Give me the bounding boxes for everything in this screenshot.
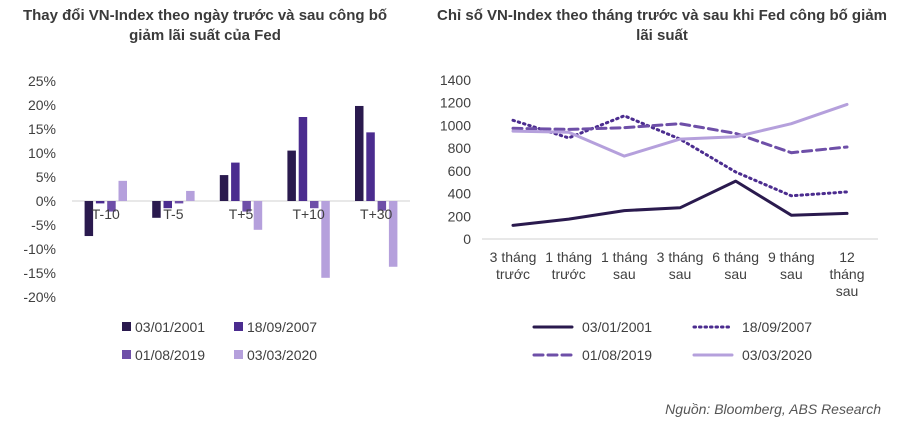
line-series-2	[511, 122, 849, 155]
bar-y-tick-label: -5%	[31, 217, 56, 233]
bar-t30-3	[388, 201, 398, 267]
line-category-label: 3 tháng trước	[490, 249, 537, 282]
bar-y-tick-label: 0%	[36, 193, 56, 209]
bar-y-tick-label: -10%	[23, 241, 56, 257]
bar-t5-0	[219, 175, 229, 201]
line-legend-label: 03/03/2020	[742, 347, 812, 363]
bar-t10-3	[321, 201, 330, 278]
bar-t10-0	[84, 201, 94, 237]
bar-legend-swatch	[234, 350, 243, 359]
bar-t5-0	[152, 201, 161, 218]
line-series-0	[511, 179, 849, 227]
bar-y-tick-label: 10%	[28, 145, 56, 161]
bar-category-label: T+5	[229, 206, 254, 222]
bar-category-label: T+30	[360, 206, 393, 222]
bar-legend-label: 03/03/2020	[247, 347, 317, 363]
bar-chart-title: Thay đổi VN-Index theo ngày trước và sau…	[22, 7, 388, 44]
bar-t10-0	[287, 150, 296, 201]
bar-t10-2	[310, 201, 319, 209]
bar-t10-3	[118, 180, 127, 201]
line-category-label: 3 tháng sau	[657, 249, 704, 282]
bar-t10-1	[298, 117, 308, 201]
bar-t10-2	[107, 201, 116, 212]
bar-t5-2	[242, 201, 251, 212]
bar-legend-swatch	[122, 322, 131, 331]
line-category-label: 6 tháng sau	[712, 249, 759, 282]
bar-t5-3	[186, 190, 195, 201]
bar-t5-2	[174, 201, 184, 204]
bar-category-label: T+10	[292, 206, 325, 222]
line-chart-title: Chỉ số VN-Index theo tháng trước và sau …	[437, 7, 887, 44]
bar-t5-3	[253, 201, 263, 230]
line-category-label: 1 tháng sau	[601, 249, 648, 282]
bar-t30-1	[366, 132, 375, 201]
bar-y-tick-label: 20%	[28, 97, 56, 113]
line-category-label: 12 tháng sau	[829, 249, 864, 299]
bar-y-tick-label: -15%	[23, 265, 56, 281]
line-y-tick-label: 600	[448, 163, 472, 179]
line-category-label: 9 tháng sau	[768, 249, 815, 282]
line-y-tick-label: 0	[463, 231, 471, 247]
bar-category-label: T-5	[163, 206, 183, 222]
bar-legend-label: 01/08/2019	[135, 347, 205, 363]
line-y-tick-label: 800	[448, 140, 472, 156]
bar-legend-label: 18/09/2007	[247, 319, 317, 335]
line-series-3	[511, 102, 849, 158]
line-legend-label: 01/08/2019	[582, 347, 652, 363]
bar-legend-label: 03/01/2001	[135, 319, 205, 335]
bar-category-label: T-10	[92, 206, 120, 222]
bar-y-tick-label: -20%	[23, 289, 56, 305]
bar-t5-1	[231, 162, 240, 201]
line-y-tick-label: 1000	[440, 117, 471, 133]
bar-legend-swatch	[234, 322, 243, 331]
line-category-label: 1 tháng trước	[545, 249, 592, 282]
bar-y-tick-label: 25%	[28, 73, 56, 89]
line-legend-label: 03/01/2001	[582, 319, 652, 335]
source-note: Nguồn: Bloomberg, ABS Research	[665, 401, 881, 417]
bar-legend-swatch	[122, 350, 131, 359]
line-y-tick-label: 1200	[440, 95, 471, 111]
bar-t30-2	[377, 201, 387, 211]
bar-t10-1	[95, 201, 105, 204]
bar-y-tick-label: 5%	[36, 169, 56, 185]
line-legend-label: 18/09/2007	[742, 319, 812, 335]
line-y-tick-label: 400	[448, 186, 472, 202]
line-y-tick-label: 200	[448, 208, 472, 224]
bar-t5-1	[163, 201, 172, 209]
bar-y-tick-label: 15%	[28, 121, 56, 137]
line-y-tick-label: 1400	[440, 72, 471, 88]
bar-t30-0	[355, 105, 364, 201]
